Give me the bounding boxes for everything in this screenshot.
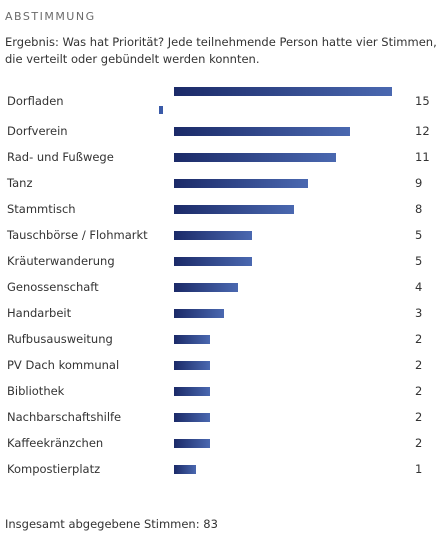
result-row: Stammtisch 8	[0, 196, 448, 222]
result-row: PV Dach kommunal 2	[0, 352, 448, 378]
bar-track	[174, 430, 210, 456]
bar	[174, 87, 392, 96]
vote-count: 12	[415, 124, 430, 138]
bar-track	[174, 274, 238, 300]
vote-count: 2	[415, 358, 423, 372]
vote-count: 5	[415, 254, 423, 268]
result-row: Bibliothek 2	[0, 378, 448, 404]
bar-track	[174, 222, 252, 248]
bar-track	[174, 87, 392, 118]
bar	[174, 334, 210, 344]
bar-track	[174, 300, 224, 326]
vote-count: 8	[415, 202, 423, 216]
bar-track	[174, 144, 336, 170]
vote-count: 2	[415, 384, 423, 398]
vote-count: 4	[415, 280, 423, 294]
option-label: Rufbusausweitung	[7, 332, 113, 346]
bar	[174, 308, 224, 318]
option-label: Stammtisch	[7, 202, 76, 216]
bar	[174, 438, 210, 448]
vote-count: 9	[415, 176, 423, 190]
result-row: Genossenschaft 4	[0, 274, 448, 300]
bar	[174, 412, 210, 422]
bar	[174, 360, 210, 370]
indicator	[159, 106, 163, 114]
vote-count: 3	[415, 306, 423, 320]
vote-count: 5	[415, 228, 423, 242]
bar-track	[174, 456, 196, 482]
vote-count: 2	[415, 410, 423, 424]
bar	[174, 178, 308, 188]
result-row: Kaffeekränzchen 2	[0, 430, 448, 456]
bar	[174, 204, 294, 214]
option-label: Rad- und Fußwege	[7, 150, 114, 164]
bar	[174, 282, 238, 292]
bar	[174, 152, 336, 162]
bar	[174, 230, 252, 240]
option-label: Genossenschaft	[7, 280, 99, 294]
option-label: Kräuterwanderung	[7, 254, 115, 268]
vote-count: 1	[415, 462, 423, 476]
option-label: Tanz	[7, 176, 33, 190]
bar-track	[174, 378, 210, 404]
bar-track	[174, 352, 210, 378]
results-list: Dorfladen 15 Dorfverein 12 Rad- und Fußwege 1…	[0, 84, 448, 482]
vote-count: 2	[415, 436, 423, 450]
bar-track	[174, 326, 210, 352]
result-row: Rad- und Fußwege 11	[0, 144, 448, 170]
bar-track	[174, 404, 210, 430]
result-row: Tauschbörse / Flohmarkt 5	[0, 222, 448, 248]
vote-count: 2	[415, 332, 423, 346]
option-label: Kompostierplatz	[7, 462, 101, 476]
result-row: Handarbeit 3	[0, 300, 448, 326]
result-row: Tanz 9	[0, 170, 448, 196]
bar	[174, 256, 252, 266]
option-label: Bibliothek	[7, 384, 65, 398]
result-row: Dorfladen 15	[0, 84, 448, 118]
bar-track	[174, 196, 294, 222]
vote-count: 15	[415, 94, 430, 108]
bar	[174, 126, 350, 136]
option-label: PV Dach kommunal	[7, 358, 120, 372]
vote-count: 11	[415, 150, 430, 164]
result-row: Rufbusausweitung 2	[0, 326, 448, 352]
option-label: Handarbeit	[7, 306, 72, 320]
result-row: Kräuterwanderung 5	[0, 248, 448, 274]
option-label: Kaffeekränzchen	[7, 436, 104, 450]
option-label: Tauschbörse / Flohmarkt	[7, 228, 148, 242]
option-label: Nachbarschaftshilfe	[7, 410, 122, 424]
result-row: Dorfverein 12	[0, 118, 448, 144]
description: Ergebnis: Was hat Priorität? Jede teilne…	[5, 35, 437, 66]
bar-track	[174, 248, 252, 274]
option-label: Dorfverein	[7, 124, 68, 138]
option-label: Dorfladen	[7, 94, 64, 108]
bar-track	[174, 170, 308, 196]
section-title: ABSTIMMUNG	[5, 10, 96, 23]
bar	[174, 386, 210, 396]
result-row: Kompostierplatz 1	[0, 456, 448, 482]
bar	[174, 464, 196, 474]
bar-track	[174, 118, 350, 144]
total-votes: Insgesamt abgegebene Stimmen: 83	[5, 517, 218, 531]
result-row: Nachbarschaftshilfe 2	[0, 404, 448, 430]
